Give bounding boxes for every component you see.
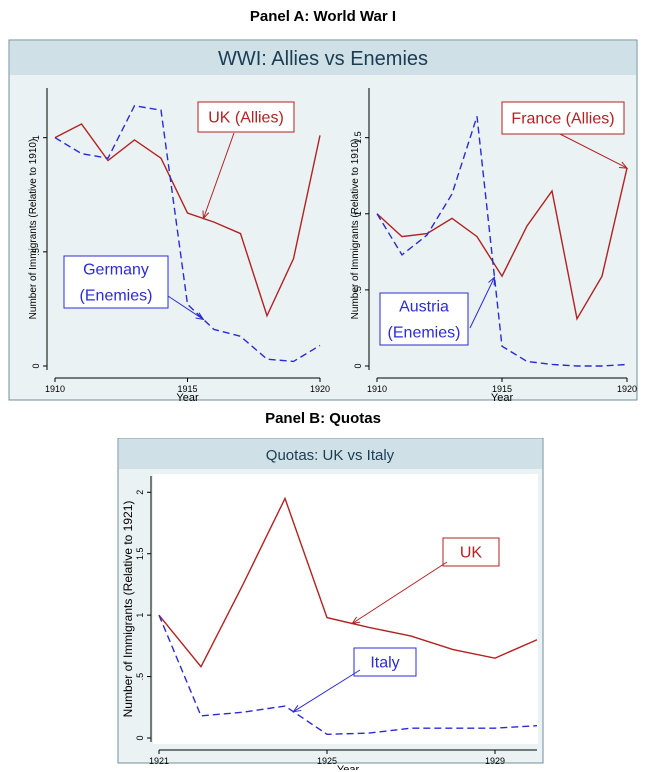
chart-2-annotation-arrow [469,277,495,329]
chart-3-y-tick-label: .5 [135,673,145,681]
chart-2-y-axis-title: Number of Immigrants (Relative to 1910) [350,139,361,320]
chart-3-y-axis-title: Number of Immigrants (Relative to 1921) [121,501,135,718]
chart-3-plot: 0 .5 1 1.5 2 1921 1925 1929 Year Number of Immigr… [121,474,538,770]
chart-1-plot: 0 .5 1 1910 1915 1920 Year Number of Immigrants… [28,88,330,404]
chart-3-annotation-box [442,537,500,567]
chart-1-y-axis-title: Number of Immigrants (Relative to 1910) [28,139,39,320]
chart-3-y-tick-label: 1.5 [135,547,145,560]
chart-2-y-tick-label: .5 [353,286,363,294]
chart-3-series-dashed-line [158,614,538,736]
chart-2-annotation-arrowhead [618,161,629,169]
chart-2-x-tick-label: 1910 [367,384,387,394]
chart-1-annotation-arrowhead [195,312,205,321]
chart-2-annotation-label: France (Allies) [511,111,614,128]
chart-2-y-tick-label: 0 [353,363,363,368]
chart-3-annotation-label: Italy [370,655,399,672]
chart-1-annotation-box [197,101,295,133]
chart-1-title: WWI: Allies vs Enemies [218,48,428,70]
chart-1-series-dashed-line [54,104,321,363]
chart-3-annotation-arrow [351,561,448,624]
chart-2-x-tick-label: 1915 [492,384,512,394]
chart-2-x-axis-title: Year [491,392,514,404]
figure-panel-a: WWI: Allies vs Enemies 0 .5 1 1910 1915 1920 Y… [8,39,638,404]
chart-3-annotation-arrow [293,669,361,713]
chart-2-annotation-box [379,292,469,346]
panel-a-header-band [10,41,636,75]
chart-3-y-tick-label: 2 [135,490,145,495]
chart-2-annotation-box [501,101,625,135]
panel-b-header-band [119,439,542,469]
panel-b-title: Panel B: Quotas [265,410,381,427]
chart-2-y-tick-label: 1 [353,211,363,216]
chart-1-annotation-label: (Enemies) [80,288,153,305]
chart-1-annotation-arrow [202,132,235,219]
chart-1-y-tick-label: .5 [31,248,41,256]
chart-3-title: Quotas: UK vs Italy [266,447,395,464]
chart-2-annotation-label: Austria [399,299,449,316]
panel-a-outer-background [8,39,638,401]
chart-1-x-tick-label: 1910 [45,384,65,394]
chart-3-annotation-label: UK [460,545,483,562]
chart-3-annotation-arrowhead [351,616,361,625]
chart-3-x-tick-label: 1921 [149,756,169,766]
chart-1-annotation-label: UK (Allies) [208,110,284,127]
chart-3-x-tick-label: 1925 [317,756,337,766]
chart-2-x-tick-label: 1920 [617,384,637,394]
chart-1-annotation-label: Germany [83,262,149,279]
chart-3-y-tick-label: 0 [135,735,145,740]
chart-2-annotation-label: (Enemies) [388,325,461,342]
chart-2-plot: 0 .5 1 1.5 1910 1915 1920 Year Number of Immigra… [350,88,637,404]
chart-3-annotation-arrowhead [292,704,302,713]
chart-1-x-tick-label: 1915 [177,384,197,394]
chart-3-x-tick-label: 1929 [485,756,505,766]
chart-1-y-tick-label: 1 [31,135,41,140]
chart-1-annotation-box [63,255,169,309]
panel-a-title: Panel A: World War I [249,8,397,25]
chart-1-annotation-arrow [167,295,204,320]
chart-1-annotation-arrowhead [202,210,210,220]
chart-3-y-tick-label: 1 [135,613,145,618]
chart-2-y-tick-label: 1.5 [353,131,363,144]
chart-3-series-solid-line [158,496,538,669]
chart-3-annotation-box [353,647,417,677]
chart-2-annotation-arrow [559,133,628,169]
chart-2-annotation-arrowhead [488,276,496,286]
figure-panel-b: Quotas: UK vs Italy 0 .5 1 1.5 2 1921 1925 1929… [117,438,544,770]
chart-3-plot-background [153,474,538,744]
chart-1-x-axis-title: Year [176,392,199,404]
chart-3-x-axis-title: Year [337,764,360,770]
chart-1-x-tick-label: 1920 [310,384,330,394]
chart-1-y-tick-label: 0 [31,363,41,368]
